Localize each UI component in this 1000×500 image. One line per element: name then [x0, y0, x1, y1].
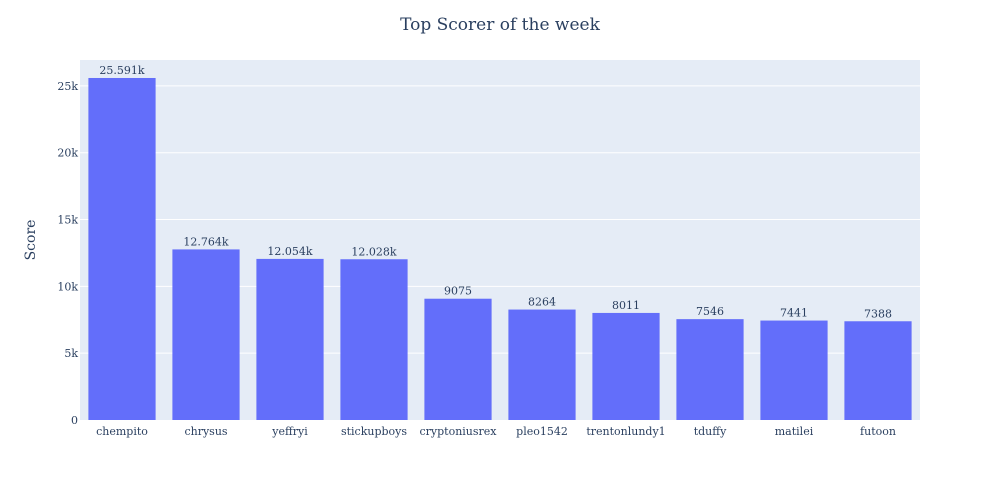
x-tick-label: futoon	[860, 425, 896, 438]
bar-value-label: 7441	[780, 307, 808, 320]
bars	[88, 77, 912, 420]
y-tick-label: 10k	[57, 280, 78, 293]
bar[interactable]	[256, 258, 324, 420]
bar-value-label: 8011	[612, 299, 640, 312]
bar-value-label: 9075	[444, 285, 472, 298]
bar-value-label: 7546	[696, 305, 724, 318]
y-tick-label: 20k	[57, 147, 78, 160]
bar-value-label: 25.591k	[99, 64, 144, 77]
y-axis-ticks: 0 5k 10k 15k 20k 25k	[57, 80, 78, 427]
x-tick-label: pleo1542	[516, 425, 568, 438]
bar[interactable]	[172, 249, 240, 420]
bar[interactable]	[424, 298, 492, 420]
y-tick-label: 25k	[57, 80, 78, 93]
x-tick-label: stickupboys	[341, 425, 407, 438]
y-tick-label: 5k	[64, 347, 78, 360]
y-tick-label: 0	[71, 414, 78, 427]
bar-value-label: 7388	[864, 307, 892, 320]
bar[interactable]	[340, 259, 408, 420]
x-tick-label: chrysus	[184, 425, 227, 438]
bar[interactable]	[844, 321, 912, 420]
x-tick-label: chempito	[96, 425, 148, 438]
bar-value-label: 8264	[528, 296, 556, 309]
bar[interactable]	[676, 319, 744, 420]
x-tick-label: trentonlundy1	[586, 425, 665, 438]
x-tick-label: cryptoniusrex	[419, 425, 497, 438]
bar[interactable]	[88, 77, 156, 420]
bar[interactable]	[508, 309, 576, 420]
bar-value-label: 12.764k	[183, 235, 228, 248]
y-axis-title: Score	[23, 220, 39, 261]
y-tick-label: 15k	[57, 214, 78, 227]
x-axis-ticks: chempito chrysus yeffryi stickupboys crypton…	[96, 425, 896, 438]
bar-value-label: 12.028k	[351, 245, 396, 258]
x-tick-label: tduffy	[694, 425, 727, 438]
chart-title: Top Scorer of the week	[400, 15, 601, 35]
x-tick-label: matilei	[775, 425, 814, 438]
bar[interactable]	[760, 320, 828, 420]
data-labels: 25.591k 12.764k 12.054k 12.028k 9075 8264 8011…	[99, 64, 892, 320]
x-tick-label: yeffryi	[271, 425, 308, 438]
bar[interactable]	[592, 312, 660, 420]
bar-value-label: 12.054k	[267, 245, 312, 258]
